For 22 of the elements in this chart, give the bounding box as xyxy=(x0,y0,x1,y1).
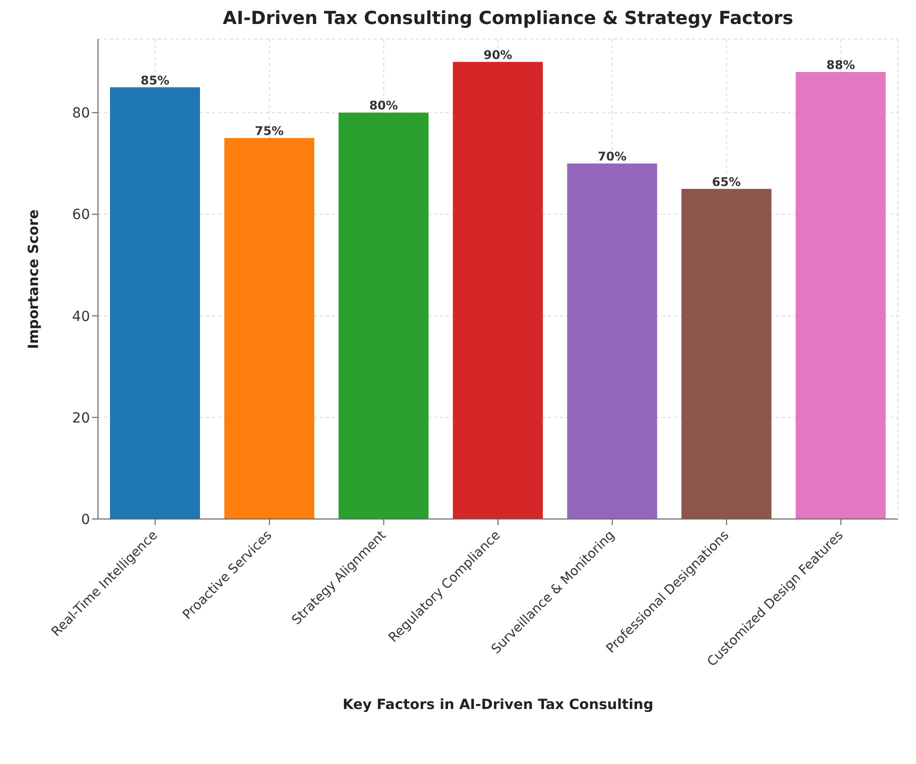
x-axis-title: Key Factors in AI-Driven Tax Consulting xyxy=(342,697,654,713)
data-label: 80% xyxy=(369,98,398,113)
y-tick-label: 80 xyxy=(72,106,90,122)
bar xyxy=(567,163,658,519)
data-label: 88% xyxy=(826,58,856,72)
data-label: 75% xyxy=(254,124,284,138)
data-label: 90% xyxy=(483,48,512,62)
y-axis-title: Importance Score xyxy=(26,209,42,349)
bar xyxy=(338,112,429,519)
bar xyxy=(796,72,886,519)
y-tick-label: 0 xyxy=(81,512,90,528)
bar xyxy=(681,188,772,519)
y-tick-label: 20 xyxy=(72,410,90,426)
bar xyxy=(224,138,314,519)
data-label: 65% xyxy=(712,174,741,189)
data-label: 70% xyxy=(598,149,627,164)
y-tick-label: 60 xyxy=(72,207,90,224)
y-tick-label: 40 xyxy=(72,308,90,325)
bar xyxy=(452,62,543,519)
chart-title: AI-Driven Tax Consulting Compliance & Strategy Factors xyxy=(222,8,794,29)
data-label: 85% xyxy=(140,73,170,88)
bar xyxy=(110,87,200,519)
